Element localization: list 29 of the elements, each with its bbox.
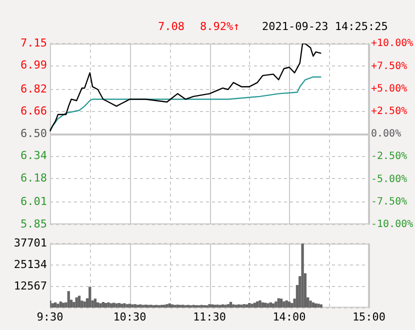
y-tick-label: 6.34 — [20, 149, 48, 162]
y2-tick-label: +2.50% — [371, 106, 408, 117]
text: 2021-09-23 14:25:25 — [262, 20, 388, 33]
y2-tick-label: -7.50% — [371, 196, 408, 208]
y-tick-label: 5.85 — [20, 217, 47, 230]
y2-tick-label: -5.00% — [371, 174, 408, 185]
x-tick-label: 15:00 — [352, 310, 386, 324]
y-tick-label: 6.66 — [20, 104, 47, 118]
x-tick-label: 9:30 — [36, 310, 64, 324]
y-tick-label: 37701 — [14, 236, 47, 250]
y-tick-label: 6.50 — [20, 126, 47, 140]
y-tick-label: 6.82 — [20, 82, 47, 96]
y-tick-label: 6.01 — [20, 195, 47, 208]
y2-tick-label: +10.00% — [371, 38, 414, 50]
y2-tick-label: +7.50% — [371, 60, 408, 72]
text: 7.08 — [158, 20, 184, 33]
y2-tick-label: -10.00% — [371, 218, 414, 230]
y2-tick-label: -2.50% — [371, 151, 408, 162]
y-tick-label: 6.99 — [20, 58, 47, 72]
x-tick-label: 11:30 — [192, 310, 226, 324]
text: 8.92%↑ — [200, 20, 240, 33]
y2-tick-label: +5.00% — [371, 83, 408, 94]
y-tick-label: 7.15 — [20, 36, 47, 50]
y-tick-label: 6.18 — [20, 171, 47, 184]
y-tick-label: 12567 — [14, 279, 47, 292]
x-tick-label: 14:00 — [272, 310, 306, 324]
y-tick-label: 25134 — [14, 258, 48, 271]
y2-tick-label: 0.00% — [371, 128, 402, 140]
x-tick-label: 10:30 — [113, 310, 146, 324]
